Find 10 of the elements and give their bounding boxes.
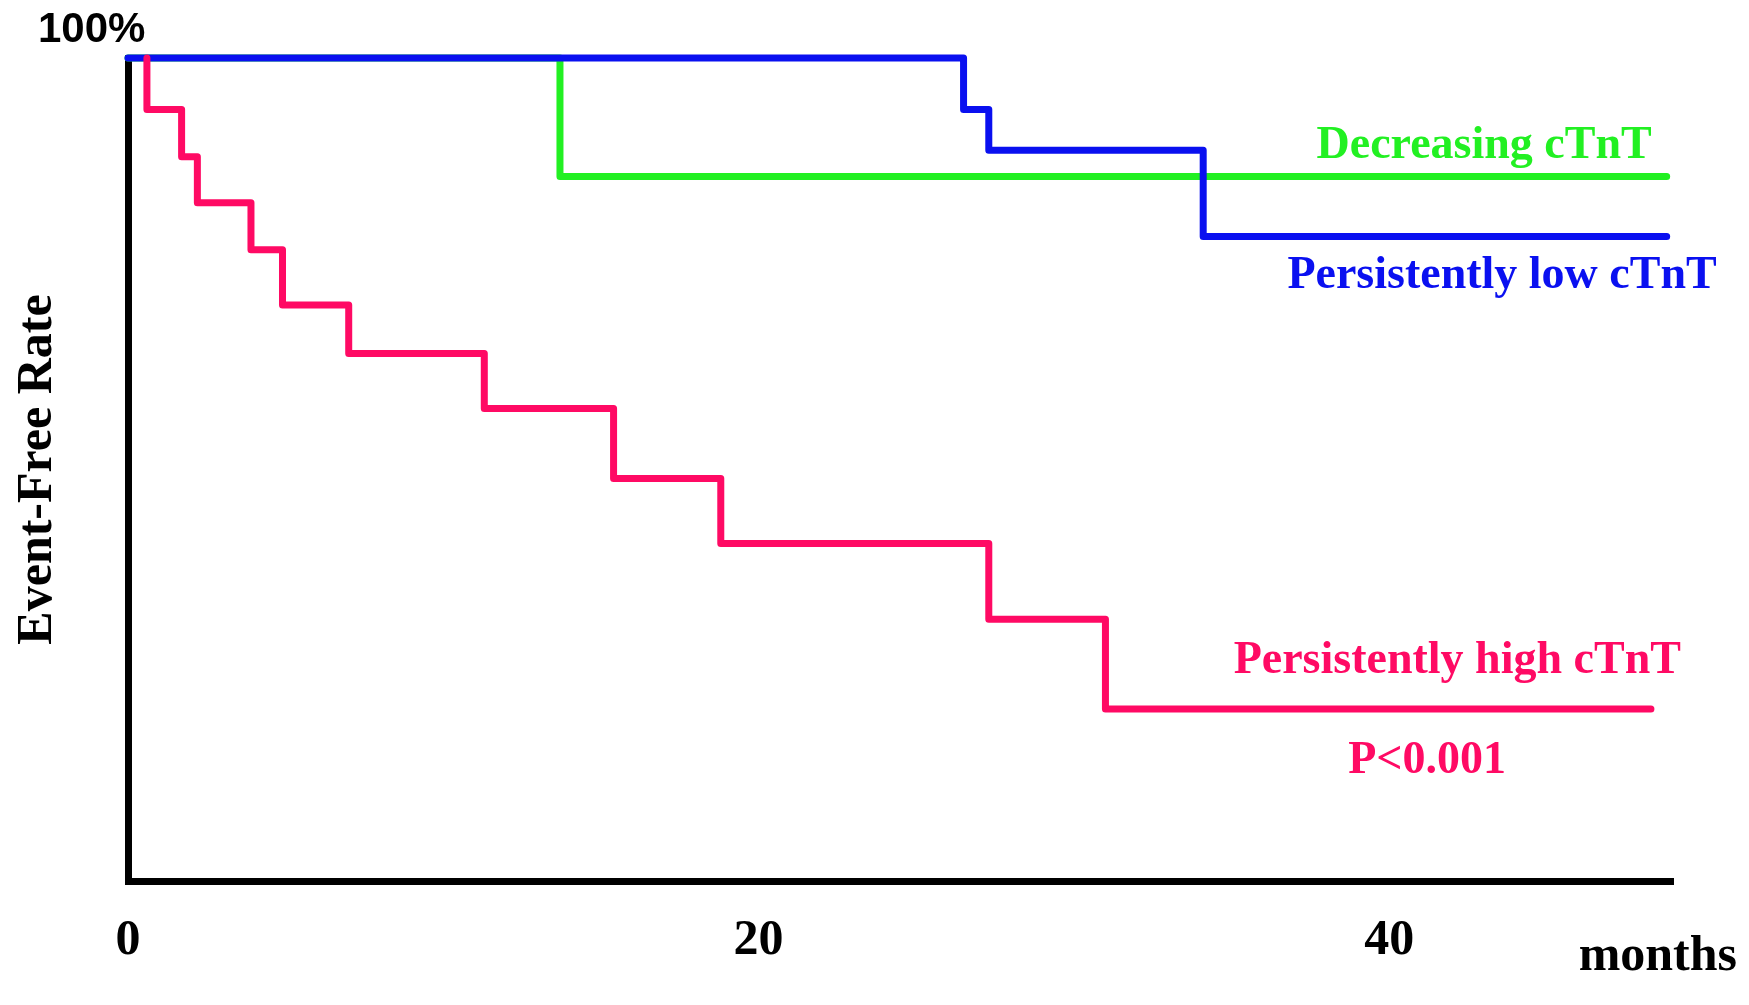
x-axis-title: months: [1578, 924, 1737, 981]
x-tick-label: 40: [1364, 908, 1415, 965]
y-axis-title: Event-Free Rate: [5, 294, 62, 645]
x-tick-label: 20: [733, 908, 784, 965]
series-label: Persistently high cTnT: [1233, 631, 1681, 683]
x-tick-label: 0: [115, 908, 141, 965]
series-label: Persistently low cTnT: [1287, 247, 1717, 299]
series-label: Decreasing cTnT: [1316, 117, 1652, 169]
annotation: P<0.001: [1348, 731, 1506, 783]
text: 100%: [38, 3, 146, 51]
